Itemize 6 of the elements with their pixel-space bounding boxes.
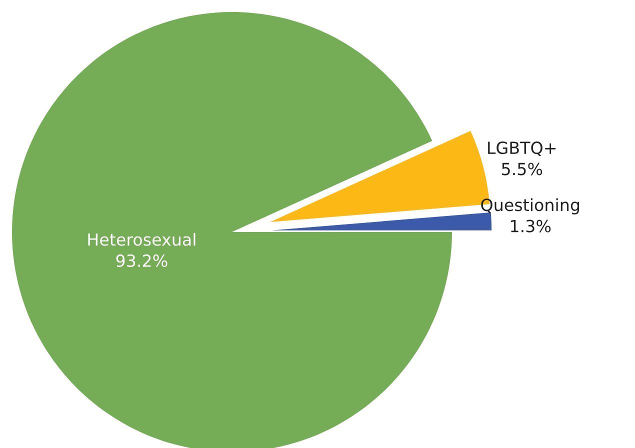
slice-label: LGBTQ+ [488,142,556,156]
data-label: 1.3% [511,220,551,232]
slice-label: Questioning [481,198,580,214]
data-label: 93.2% [116,254,168,268]
data-label: 5.5% [502,162,542,176]
slice-label: Heterosexual [88,232,196,246]
